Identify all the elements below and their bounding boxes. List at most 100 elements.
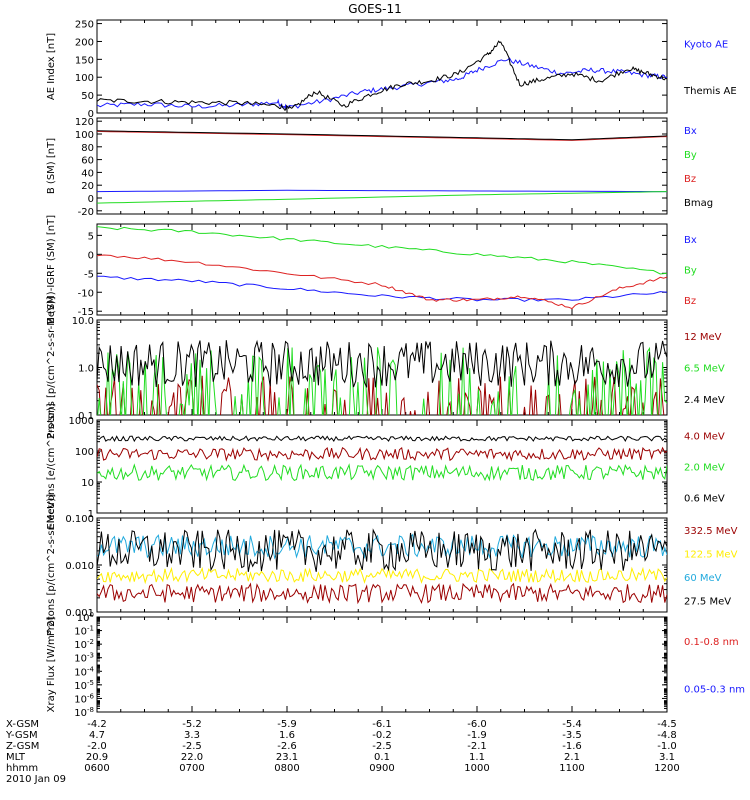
y-tick-label: 100 [77, 611, 94, 624]
plot-title: GOES-11 [348, 2, 402, 16]
y-tick-label: 0.100 [65, 514, 94, 525]
row-label-xgsm: X-GSM [6, 719, 39, 730]
panel-protons_lo: 0.1 1.0 10.0 Protons [p/(cm^2-s-sr-MeV)] 12 … [46, 296, 725, 438]
series-line [97, 130, 667, 141]
y-tick-label: 0 [88, 109, 94, 120]
series-line [97, 346, 667, 415]
legend-label: Bz [684, 174, 696, 185]
panel-frame [96, 223, 668, 316]
x-tick-label: 3.3 [184, 730, 200, 741]
x-tick-label: -6.0 [467, 719, 487, 730]
y-tick-label: 0.1 [78, 411, 94, 422]
legend-label: 6.5 MeV [684, 364, 725, 375]
series-line [97, 528, 667, 572]
y-tick-label: 120 [75, 117, 94, 128]
x-tick-label: 1200 [654, 763, 679, 774]
y-tick-label: 10-6 [74, 692, 94, 705]
series-line [97, 275, 667, 302]
legend-label: Bx [684, 235, 697, 246]
x-tick-label: -2.0 [87, 741, 107, 752]
series-line [97, 566, 667, 585]
x-tick-label: -4.8 [657, 730, 677, 741]
series-group [97, 226, 667, 310]
series-line [97, 226, 667, 275]
y-axis-label: B (SM)-IGRF (SM) [nT] [46, 215, 57, 324]
panel-frame [96, 419, 668, 514]
y-axis-label: Xray Flux [W/m^2] [46, 617, 57, 713]
panel-protons_hi: 0.001 0.010 0.100 Protons [p/(cm^2-s-sr-MeV… [46, 494, 738, 636]
y-tick-label: 1.0 [78, 364, 94, 375]
y-tick-label: 10-1 [74, 625, 94, 638]
x-tick-label: -1.9 [467, 730, 487, 741]
y-tick-label: 5 [88, 231, 94, 242]
row-label-hhmm: hhmm [6, 763, 38, 774]
series-line [97, 446, 667, 462]
y-tick-label: 10.0 [72, 316, 94, 327]
y-tick-label: 10-5 [74, 679, 94, 692]
y-tick-label: 50 [81, 91, 94, 102]
legend-label: 2.0 MeV [684, 463, 725, 474]
legend-label: Kyoto AE [684, 39, 728, 50]
series-line [97, 191, 667, 204]
panel-frame [96, 319, 668, 416]
x-tick-label: 0900 [369, 763, 394, 774]
y-tick-label: -10 [78, 288, 94, 299]
legend-label: 27.5 MeV [684, 596, 731, 607]
y-tick-label: 10-8 [74, 706, 94, 719]
legend-label: 60 MeV [684, 573, 722, 584]
y-tick-label: 10 [81, 478, 94, 489]
panel-frame [96, 616, 668, 713]
legend-label: By [684, 150, 697, 161]
x-tick-label: 0700 [179, 763, 204, 774]
y-tick-label: 0.001 [65, 608, 94, 619]
y-tick-label: 10-3 [74, 652, 94, 665]
x-tick-label: 1000 [464, 763, 489, 774]
x-tick-label: -1.6 [562, 741, 582, 752]
y-tick-label: 0 [88, 194, 94, 205]
legend-label: Themis AE [683, 86, 737, 97]
x-tick-label: -3.5 [562, 730, 582, 741]
row-label-zgsm: Z-GSM [6, 741, 39, 752]
y-tick-label: 100 [75, 73, 94, 84]
panel-xray: 10-810-610-510-410-310-210-1100 Xray Flux… [46, 611, 745, 719]
y-axis-label: Protons [p/(cm^2-s-sr-MeV)] [46, 494, 57, 636]
y-tick-label: 1 [88, 509, 94, 520]
x-tick-label: 0800 [274, 763, 299, 774]
series-line [97, 189, 667, 193]
x-tick-label: -6.1 [372, 719, 392, 730]
series-line [97, 40, 667, 111]
y-tick-label: -20 [78, 207, 94, 218]
series-group [97, 339, 667, 415]
series-line [97, 463, 667, 482]
x-tick-label: -2.6 [277, 741, 297, 752]
y-tick-label: 20 [81, 181, 94, 192]
legend-label: By [684, 266, 697, 277]
x-tick-label: -5.2 [182, 719, 202, 730]
series-group [97, 435, 667, 482]
panel-frame [96, 19, 668, 114]
legend-label: 332.5 MeV [684, 526, 738, 537]
series-line [97, 435, 667, 443]
x-tick-label: 3.1 [659, 752, 675, 763]
x-tick-label: 1.1 [469, 752, 485, 763]
x-tick-label: -2.5 [182, 741, 202, 752]
x-tick-label: -5.9 [277, 719, 297, 730]
y-tick-label: 1000 [69, 416, 94, 427]
y-tick-label: 100 [75, 130, 94, 141]
y-tick-label: 10-2 [74, 638, 94, 651]
y-tick-label: -5 [84, 269, 94, 280]
x-tick-label: -2.1 [467, 741, 487, 752]
y-tick-label: 60 [81, 156, 94, 167]
x-tick-label: 0600 [84, 763, 109, 774]
x-tick-label: -2.5 [372, 741, 392, 752]
series-line [97, 254, 667, 310]
x-tick-label: 4.7 [89, 730, 105, 741]
x-tick-label: -0.2 [372, 730, 392, 741]
series-line [97, 339, 667, 388]
y-tick-label: 0 [88, 250, 94, 261]
panel-ae: 0 50 100 150 200 250 AE Index [nT] Kyoto AE Them… [46, 19, 737, 120]
legend-label: 12 MeV [684, 332, 722, 343]
x-tick-label: 22.0 [181, 752, 203, 763]
